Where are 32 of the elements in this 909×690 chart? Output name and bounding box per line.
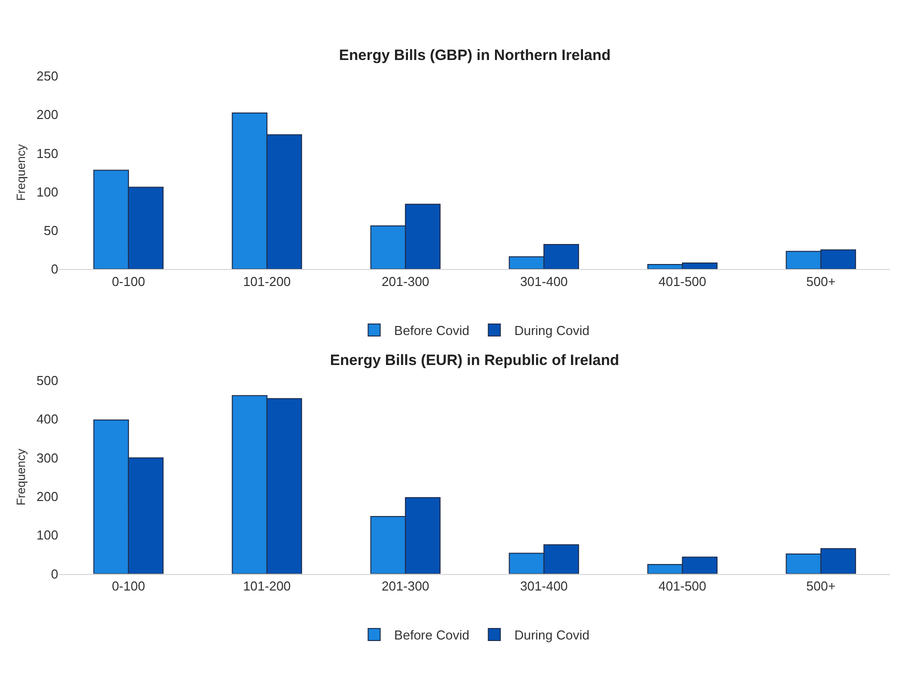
x-tick-label: 401-500	[658, 578, 706, 594]
y-tick-label: 500	[36, 373, 58, 388]
x-tick-label: 201-300	[382, 578, 430, 594]
legend-label: Before Covid	[394, 323, 470, 338]
y-tick-label: 250	[36, 68, 58, 84]
x-tick-label: 0-100	[112, 274, 146, 289]
x-tick-label: 201-300	[382, 274, 430, 289]
x-tick-label: 101-200	[243, 274, 291, 289]
y-tick-label: 200	[36, 489, 58, 504]
y-tick-label: 100	[36, 184, 58, 200]
y-tick-label: 50	[44, 223, 58, 238]
y-axis-title: Frequency	[14, 144, 28, 201]
y-tick-label: 400	[36, 412, 58, 427]
x-tick-label: 500+	[806, 578, 836, 594]
legend-label: During Covid	[514, 323, 590, 338]
chart-title: Energy Bills (GBP) in Northern Ireland	[339, 47, 611, 64]
y-tick-label: 0	[50, 566, 58, 582]
chart-title: Energy Bills (EUR) in Republic of Ireland	[330, 352, 620, 369]
legend-label: Before Covid	[394, 628, 470, 643]
y-tick-label: 100	[36, 528, 58, 543]
x-tick-label: 401-500	[658, 274, 706, 289]
y-tick-label: 0	[50, 262, 58, 277]
y-tick-label: 200	[36, 107, 58, 122]
y-tick-label: 150	[36, 146, 58, 161]
x-tick-label: 301-400	[520, 578, 568, 594]
legend-label: During Covid	[514, 628, 590, 643]
x-tick-label: 301-400	[520, 274, 568, 289]
y-axis-title: Frequency	[14, 448, 28, 506]
x-tick-label: 500+	[806, 274, 836, 289]
x-tick-label: 101-200	[243, 578, 291, 594]
y-tick-label: 300	[36, 450, 58, 466]
x-tick-label: 0-100	[112, 578, 146, 594]
